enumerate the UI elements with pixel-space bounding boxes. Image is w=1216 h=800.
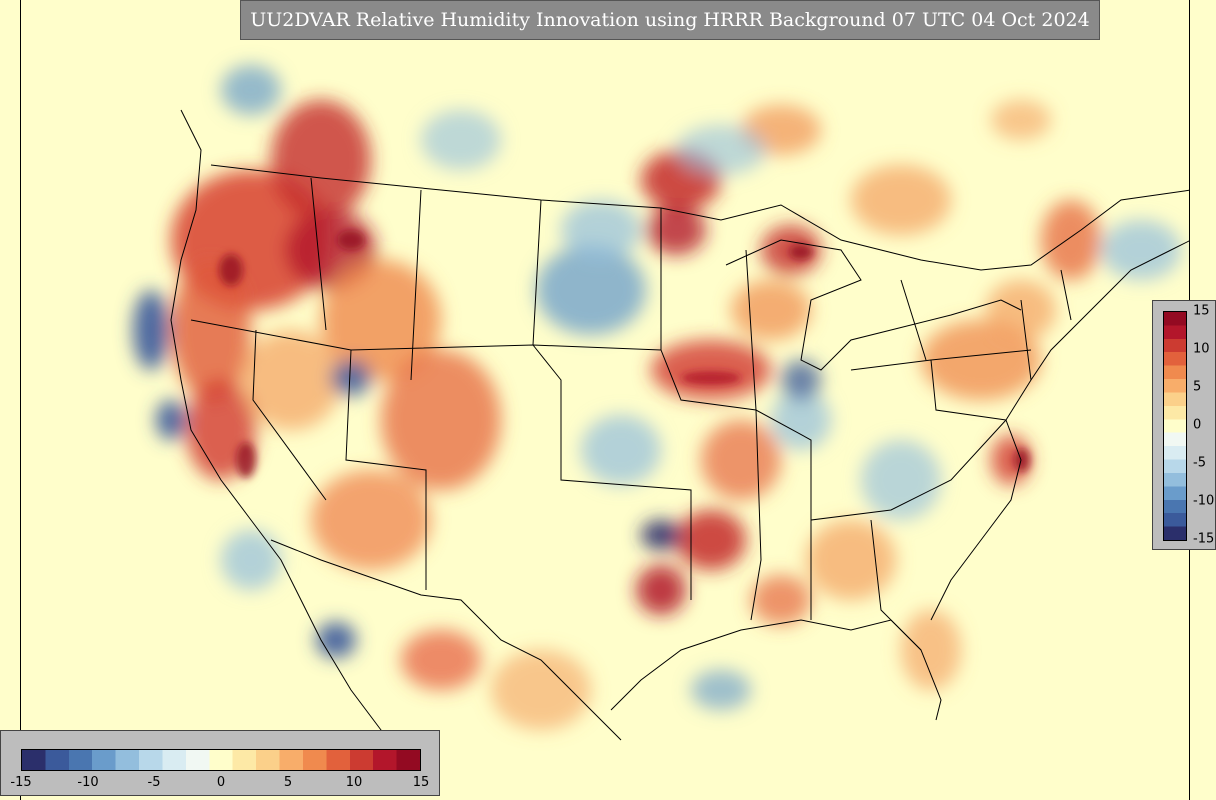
horizontal-colorbar: -15 -10 -5 0 5 10 15 bbox=[0, 730, 440, 796]
humidity-innovation-map[interactable] bbox=[21, 0, 1190, 800]
horizontal-colorbar-tick: -5 bbox=[147, 775, 161, 790]
state-lines-4 bbox=[850, 269, 1072, 421]
horizontal-colorbar-tick: -10 bbox=[77, 775, 99, 790]
innovation-field bbox=[133, 65, 1181, 730]
state-lines-3 bbox=[660, 349, 1007, 651]
us-mexico-border bbox=[270, 539, 622, 741]
map-frame bbox=[20, 0, 1190, 800]
horizontal-colorbar-tick: 10 bbox=[345, 775, 363, 790]
horizontal-colorbar-tick: 0 bbox=[216, 775, 226, 790]
gulf-coast bbox=[610, 619, 942, 721]
great-lakes bbox=[725, 239, 1022, 371]
vertical-colorbar-tick: -15 bbox=[1193, 531, 1215, 547]
vertical-colorbar-tick: -5 bbox=[1193, 455, 1206, 471]
vertical-colorbar-gradient bbox=[1163, 311, 1187, 541]
vertical-colorbar-tick: 0 bbox=[1193, 417, 1202, 433]
state-lines-2 bbox=[190, 319, 692, 600]
vertical-colorbar-tick: 15 bbox=[1193, 303, 1210, 319]
innovation-speckle bbox=[219, 230, 1030, 478]
vertical-colorbar: 15 10 5 0 -5 -10 -15 bbox=[1152, 300, 1216, 550]
title-banner: UU2DVAR Relative Humidity Innovation usi… bbox=[240, 0, 1100, 40]
horizontal-colorbar-gradient bbox=[21, 749, 421, 771]
vertical-colorbar-tick: 5 bbox=[1193, 379, 1202, 395]
horizontal-colorbar-tick: -15 bbox=[10, 775, 32, 790]
horizontal-colorbar-tick: 15 bbox=[412, 775, 430, 790]
map-boundaries bbox=[170, 109, 1189, 771]
state-lines-1 bbox=[310, 177, 757, 411]
vertical-colorbar-tick: 10 bbox=[1193, 341, 1210, 357]
vertical-colorbar-tick: -10 bbox=[1193, 493, 1215, 509]
us-canada-border bbox=[210, 164, 1189, 271]
horizontal-colorbar-tick: 5 bbox=[283, 775, 293, 790]
west-coast bbox=[170, 109, 412, 771]
map-title: UU2DVAR Relative Humidity Innovation usi… bbox=[250, 9, 1090, 31]
